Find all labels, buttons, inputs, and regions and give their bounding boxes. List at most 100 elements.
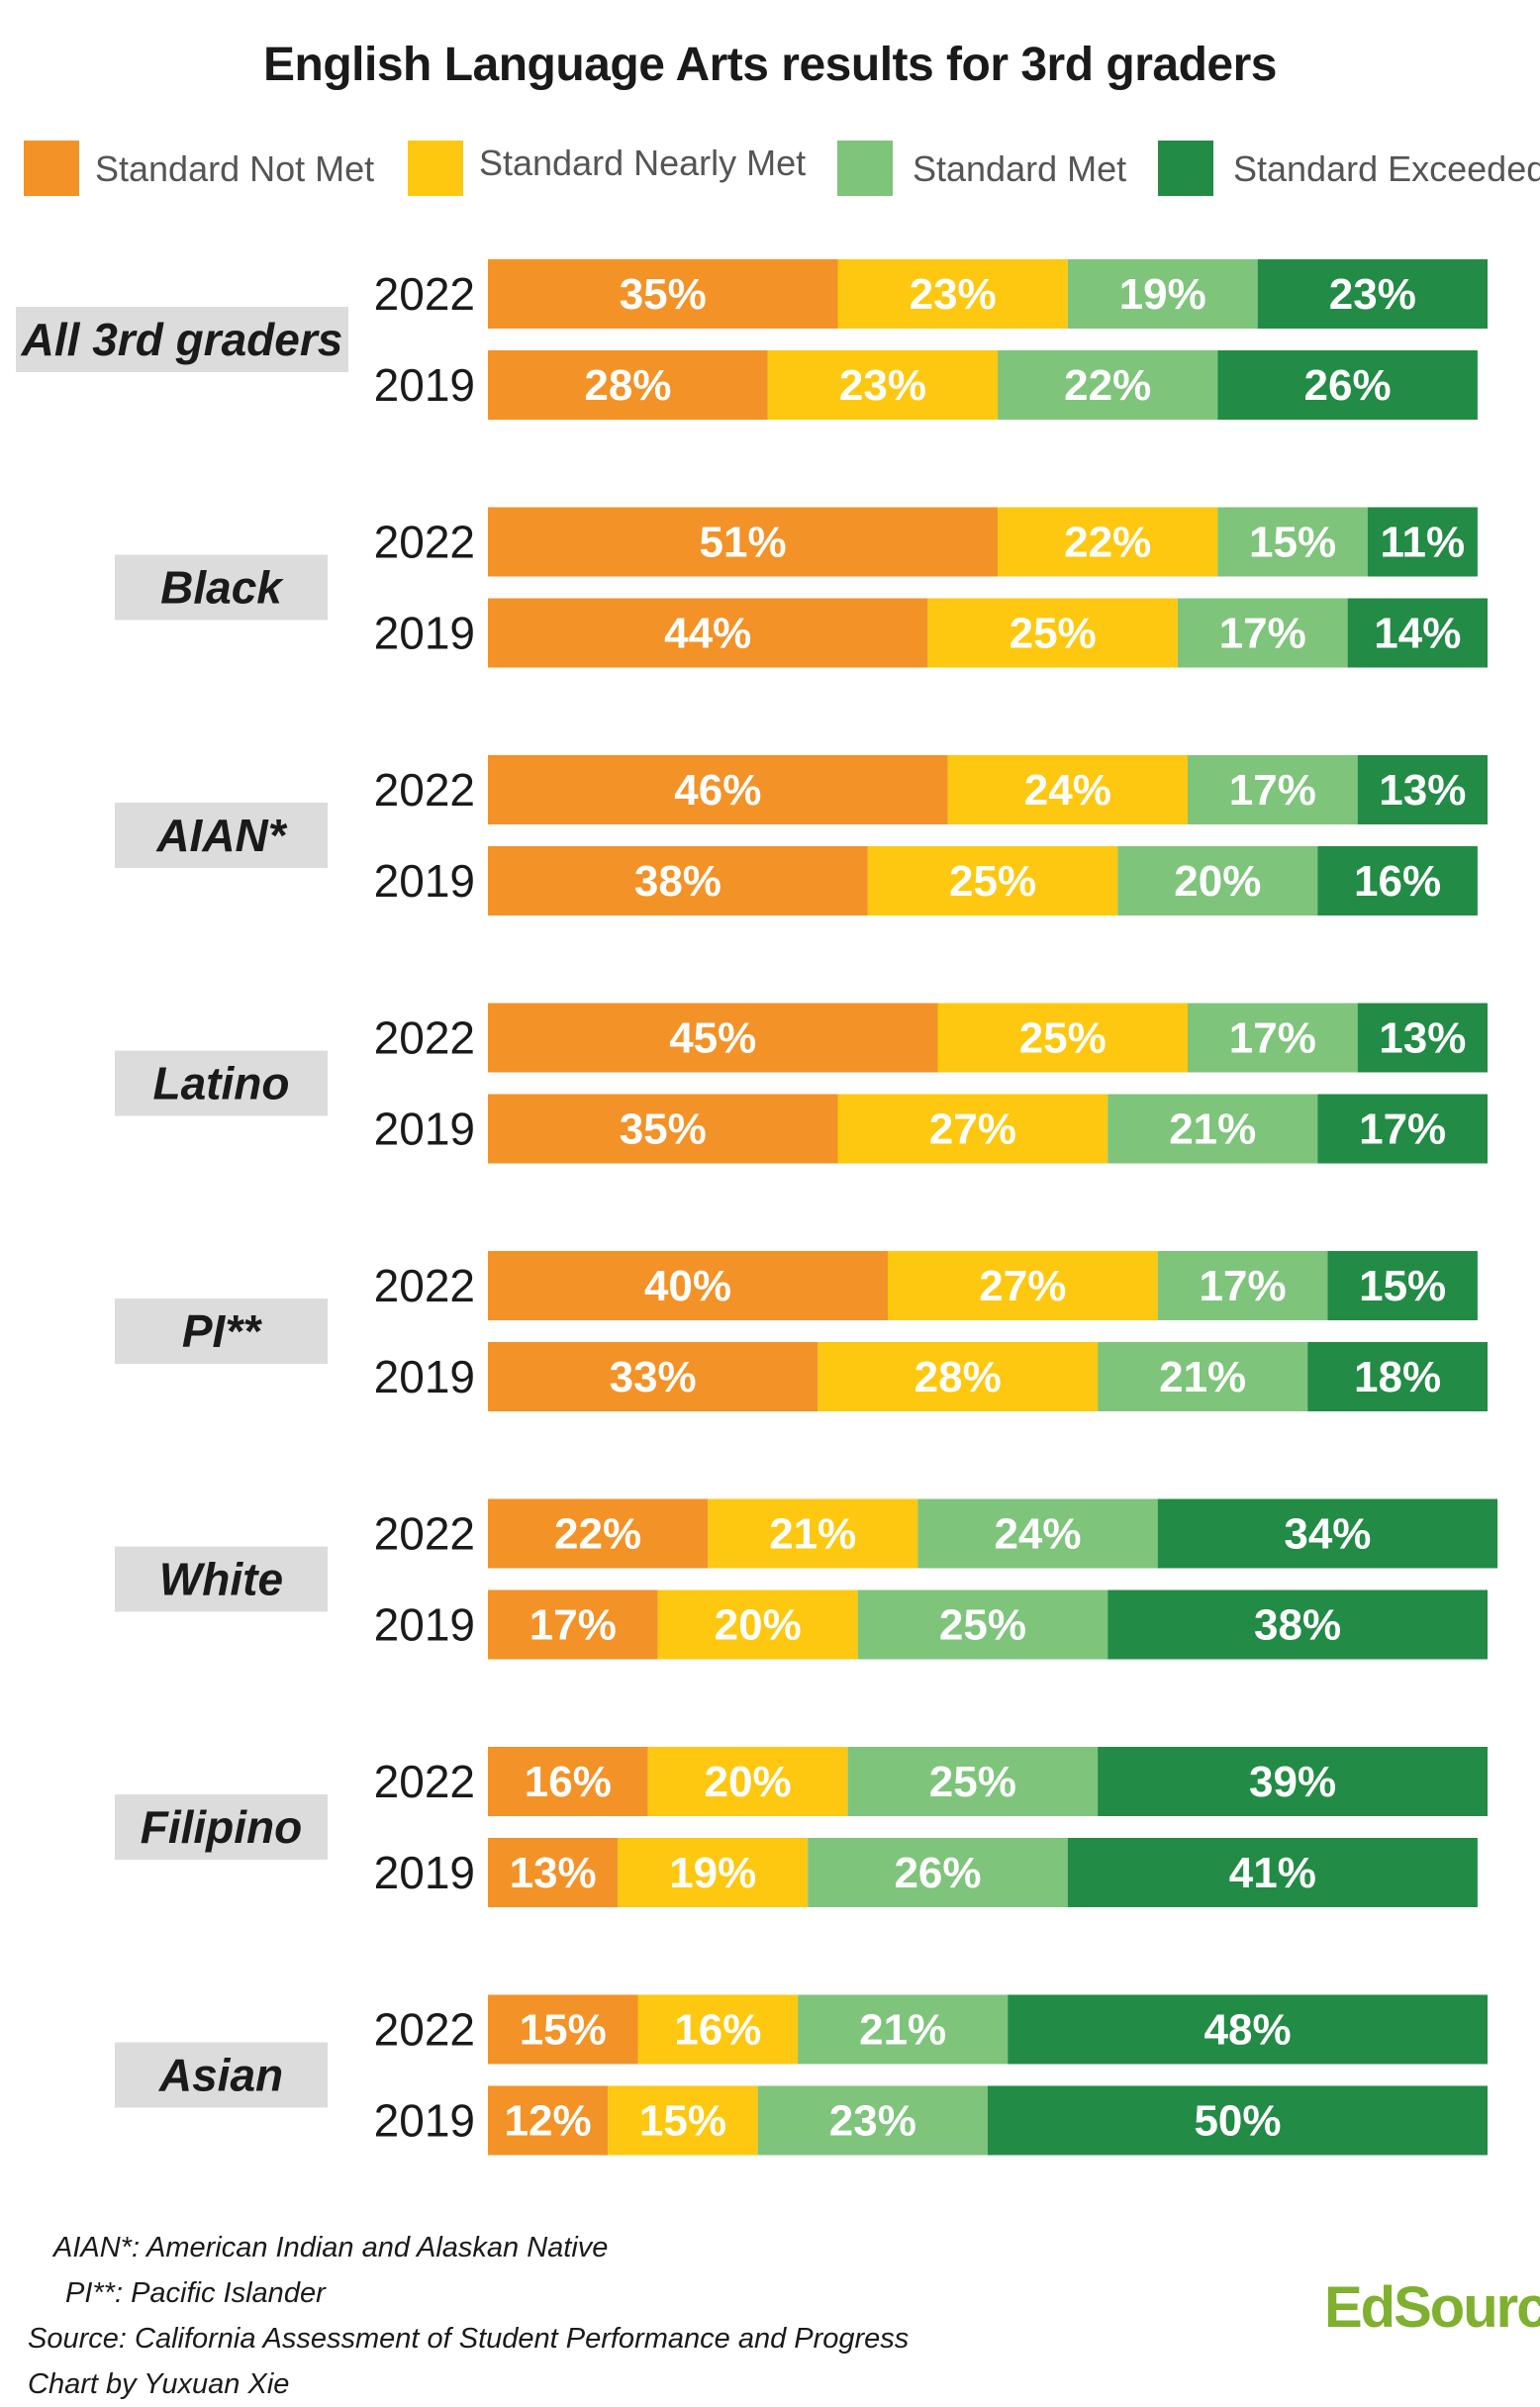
- bar-segment-label: 23%: [829, 2097, 916, 2146]
- bar-segment-label: 33%: [610, 1353, 697, 1401]
- bar-segment: [488, 1994, 638, 2065]
- bar-segment-label: 17%: [1229, 766, 1316, 815]
- group-label: All 3rd graders: [21, 314, 343, 365]
- bar-segment-label: 24%: [994, 1510, 1081, 1559]
- bar-segment-label: 23%: [839, 361, 926, 410]
- bar-segment-label: 25%: [1010, 610, 1097, 658]
- group-label-box: [115, 803, 328, 868]
- bar-segment-label: 17%: [1200, 1262, 1287, 1310]
- bar-segment: [488, 1589, 658, 1660]
- bar-segment: [1117, 846, 1318, 915]
- bar-segment-label: 15%: [520, 2006, 607, 2055]
- bar-segment: [637, 1994, 799, 2065]
- bar-segment: [1367, 507, 1478, 577]
- bar-segment: [837, 1094, 1108, 1164]
- bar-segment-label: 50%: [1194, 2097, 1281, 2146]
- year-label: 2022: [374, 1260, 475, 1311]
- bar-segment: [998, 507, 1218, 577]
- bar-segment: [857, 1589, 1108, 1660]
- bar-segment-label: 25%: [949, 857, 1036, 906]
- bar-segment: [488, 1747, 648, 1816]
- bar-segment-label: 28%: [584, 361, 671, 410]
- group-label: Black: [160, 562, 284, 614]
- bar-segment: [647, 1747, 848, 1816]
- bar-segment-label: 20%: [1174, 857, 1261, 906]
- bar-segment: [618, 1838, 809, 1907]
- bar-segment-label: 46%: [674, 766, 761, 815]
- bar-segment: [1217, 507, 1368, 577]
- group-label: AIAN*: [155, 810, 287, 861]
- bar-segment-label: 22%: [554, 1510, 641, 1559]
- bar-segment-label: 39%: [1249, 1758, 1336, 1806]
- year-label: 2019: [374, 359, 475, 411]
- chart-title: English Language Arts results for 3rd gr…: [263, 39, 1277, 91]
- bar-segment: [937, 1003, 1188, 1073]
- bar-segment: [1317, 1094, 1488, 1164]
- year-label: 2022: [374, 1508, 475, 1560]
- bar-segment-label: 20%: [715, 1601, 802, 1650]
- legend-swatch: [1158, 141, 1213, 196]
- bar-segment: [947, 755, 1188, 824]
- year-label: 2022: [374, 764, 475, 816]
- bar-segment: [998, 350, 1218, 420]
- bar-segment-label: 34%: [1284, 1510, 1371, 1559]
- bar-segment: [1177, 598, 1348, 668]
- bar-segment-label: 21%: [1159, 1353, 1246, 1401]
- bar-segment-label: 24%: [1024, 766, 1111, 815]
- bar-segment: [488, 1251, 888, 1320]
- bar-segment: [917, 1498, 1158, 1569]
- bar-segment: [1157, 1498, 1498, 1569]
- group-label: Asian: [158, 2050, 283, 2101]
- group-label: Latino: [153, 1058, 290, 1109]
- bar-segment: [1257, 259, 1488, 329]
- bar-segment: [808, 1838, 1068, 1907]
- bar-segment: [1347, 598, 1488, 668]
- credit-note: Chart by Yuxuan Xie: [28, 2368, 290, 2400]
- bar-segment: [488, 1838, 619, 1907]
- bar-segment: [488, 2085, 609, 2156]
- footnote-pi: PI**: Pacific Islander: [65, 2277, 326, 2309]
- bar-segment: [818, 1342, 1099, 1411]
- group-label-box: [115, 554, 328, 621]
- group-label-box: [16, 307, 348, 372]
- bar-segment: [1317, 846, 1478, 915]
- group-label: PI**: [182, 1305, 262, 1357]
- bar-segment-label: 25%: [939, 1601, 1026, 1650]
- bar-segment: [1188, 1003, 1358, 1073]
- bar-segment-label: 17%: [1219, 610, 1306, 658]
- bar-segment: [488, 598, 928, 668]
- bar-segment: [488, 1498, 709, 1569]
- year-label: 2022: [374, 1012, 475, 1064]
- bar-segment: [847, 1747, 1099, 1816]
- bar-segment: [488, 1003, 938, 1073]
- bar-segment: [757, 2085, 988, 2156]
- bar-segment-label: 26%: [1304, 361, 1392, 410]
- group-label: Filipino: [141, 1801, 303, 1853]
- bar-segment: [488, 507, 999, 577]
- bar-segment: [867, 846, 1118, 915]
- bar-segment-label: 22%: [1064, 361, 1151, 410]
- bar-segment: [708, 1498, 918, 1569]
- bar-segment: [837, 259, 1068, 329]
- bar-segment: [1107, 1094, 1318, 1164]
- bar-segment: [1008, 1994, 1488, 2065]
- bar-segment: [1307, 1342, 1488, 1411]
- year-label: 2022: [374, 517, 475, 568]
- legend-label: Standard Exceeded: [1233, 148, 1540, 189]
- bar-segment-label: 27%: [929, 1106, 1016, 1154]
- group-label-box: [115, 1794, 328, 1860]
- bar-segment-label: 14%: [1374, 610, 1461, 658]
- bar-segment-label: 25%: [929, 1758, 1016, 1806]
- legend-swatch: [408, 141, 463, 196]
- bar-segment-label: 22%: [1064, 519, 1151, 567]
- bar-segment-label: 35%: [620, 270, 707, 319]
- year-label: 2022: [374, 1756, 475, 1807]
- group-label: White: [159, 1554, 283, 1605]
- source-note: Source: California Assessment of Student…: [28, 2323, 910, 2355]
- bar-segment: [488, 755, 948, 824]
- bar-segment-label: 40%: [644, 1262, 731, 1310]
- bar-segment-label: 15%: [639, 2097, 726, 2146]
- bar-segment-label: 17%: [529, 1601, 617, 1650]
- bar-segment-label: 41%: [1229, 1849, 1316, 1897]
- bar-segment-label: 23%: [910, 270, 997, 319]
